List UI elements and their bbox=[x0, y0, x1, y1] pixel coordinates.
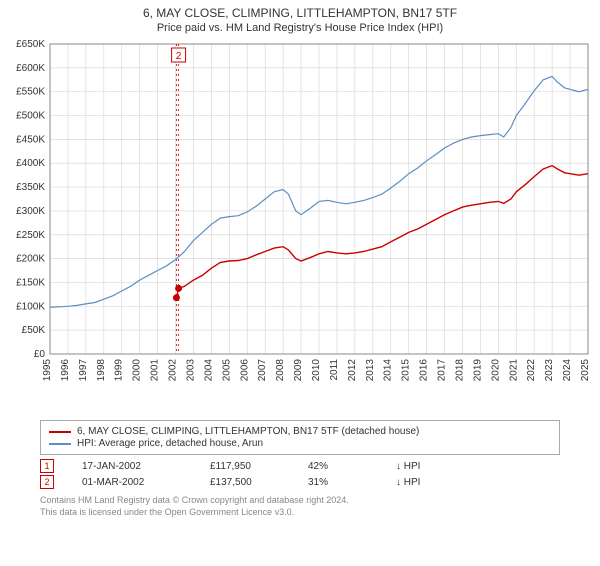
svg-text:2004: 2004 bbox=[203, 359, 214, 382]
svg-text:2013: 2013 bbox=[365, 359, 376, 382]
svg-text:1999: 1999 bbox=[114, 359, 125, 382]
svg-text:2021: 2021 bbox=[508, 359, 519, 382]
svg-text:2015: 2015 bbox=[401, 359, 412, 382]
transaction-marker: 2 bbox=[40, 475, 54, 489]
svg-text:£650K: £650K bbox=[16, 39, 45, 50]
transaction-pct: 31% bbox=[308, 477, 368, 488]
svg-text:£350K: £350K bbox=[16, 182, 45, 193]
legend-swatch-hpi bbox=[49, 443, 71, 445]
svg-text:2007: 2007 bbox=[257, 359, 268, 382]
svg-text:2001: 2001 bbox=[150, 359, 161, 382]
legend-row-hpi: HPI: Average price, detached house, Arun bbox=[49, 438, 551, 449]
svg-text:£300K: £300K bbox=[16, 206, 45, 217]
svg-text:2000: 2000 bbox=[132, 359, 143, 382]
svg-text:2008: 2008 bbox=[275, 359, 286, 382]
legend-label-price: 6, MAY CLOSE, CLIMPING, LITTLEHAMPTON, B… bbox=[77, 426, 419, 437]
svg-text:2009: 2009 bbox=[293, 359, 304, 382]
chart-area: £0 £50K £100K £150K £200K £250K £300K £350K £400… bbox=[0, 34, 600, 414]
chart-svg: £0 £50K £100K £150K £200K £250K £300K £350K £400… bbox=[0, 34, 600, 414]
transaction-date: 01-MAR-2002 bbox=[82, 477, 182, 488]
svg-text:2002: 2002 bbox=[168, 359, 179, 382]
svg-text:£400K: £400K bbox=[16, 158, 45, 169]
svg-text:2006: 2006 bbox=[239, 359, 250, 382]
svg-text:1995: 1995 bbox=[42, 359, 53, 382]
svg-text:2003: 2003 bbox=[185, 359, 196, 382]
svg-text:£600K: £600K bbox=[16, 63, 45, 74]
svg-text:1998: 1998 bbox=[96, 359, 107, 382]
legend-swatch-price bbox=[49, 431, 71, 433]
legend-label-hpi: HPI: Average price, detached house, Arun bbox=[77, 438, 263, 449]
svg-text:1996: 1996 bbox=[60, 359, 71, 382]
svg-text:2017: 2017 bbox=[437, 359, 448, 382]
svg-text:2010: 2010 bbox=[311, 359, 322, 382]
svg-text:£100K: £100K bbox=[16, 301, 45, 312]
chart-title: 6, MAY CLOSE, CLIMPING, LITTLEHAMPTON, B… bbox=[0, 6, 600, 20]
transactions-list: 1 17-JAN-2002 £117,950 42% ↓ HPI 2 01-MAR-2002… bbox=[0, 459, 600, 489]
svg-text:2018: 2018 bbox=[454, 359, 465, 382]
transaction-pct: 42% bbox=[308, 461, 368, 472]
svg-text:2: 2 bbox=[176, 51, 182, 62]
svg-text:£200K: £200K bbox=[16, 254, 45, 265]
legend-box: 6, MAY CLOSE, CLIMPING, LITTLEHAMPTON, B… bbox=[40, 420, 560, 455]
chart-subtitle: Price paid vs. HM Land Registry's House … bbox=[0, 22, 600, 34]
transaction-hpi: ↓ HPI bbox=[396, 477, 420, 488]
svg-text:1997: 1997 bbox=[78, 359, 89, 382]
transaction-date: 17-JAN-2002 bbox=[82, 461, 182, 472]
svg-text:2023: 2023 bbox=[544, 359, 555, 382]
svg-text:2011: 2011 bbox=[329, 359, 340, 381]
svg-text:2025: 2025 bbox=[580, 359, 591, 382]
svg-text:2020: 2020 bbox=[490, 359, 501, 382]
svg-text:£550K: £550K bbox=[16, 87, 45, 98]
footer-line-1: Contains HM Land Registry data © Crown c… bbox=[40, 495, 560, 507]
footer-attribution: Contains HM Land Registry data © Crown c… bbox=[40, 495, 560, 518]
transaction-marker: 1 bbox=[40, 459, 54, 473]
svg-text:£150K: £150K bbox=[16, 277, 45, 288]
svg-text:2012: 2012 bbox=[347, 359, 358, 382]
svg-text:2005: 2005 bbox=[221, 359, 232, 382]
svg-text:£500K: £500K bbox=[16, 111, 45, 122]
svg-text:2016: 2016 bbox=[419, 359, 430, 382]
legend-row-price: 6, MAY CLOSE, CLIMPING, LITTLEHAMPTON, B… bbox=[49, 426, 551, 437]
svg-text:£450K: £450K bbox=[16, 134, 45, 145]
footer-line-2: This data is licensed under the Open Gov… bbox=[40, 507, 560, 519]
svg-text:2019: 2019 bbox=[472, 359, 483, 382]
transaction-row: 2 01-MAR-2002 £137,500 31% ↓ HPI bbox=[40, 475, 560, 489]
svg-text:2022: 2022 bbox=[526, 359, 537, 382]
transaction-price: £137,500 bbox=[210, 477, 280, 488]
svg-text:£0: £0 bbox=[34, 349, 46, 360]
transaction-row: 1 17-JAN-2002 £117,950 42% ↓ HPI bbox=[40, 459, 560, 473]
transaction-price: £117,950 bbox=[210, 461, 280, 472]
svg-text:£250K: £250K bbox=[16, 230, 45, 241]
svg-text:£50K: £50K bbox=[22, 325, 46, 336]
svg-text:2014: 2014 bbox=[383, 359, 394, 382]
svg-text:2024: 2024 bbox=[562, 359, 573, 382]
transaction-hpi: ↓ HPI bbox=[396, 461, 420, 472]
